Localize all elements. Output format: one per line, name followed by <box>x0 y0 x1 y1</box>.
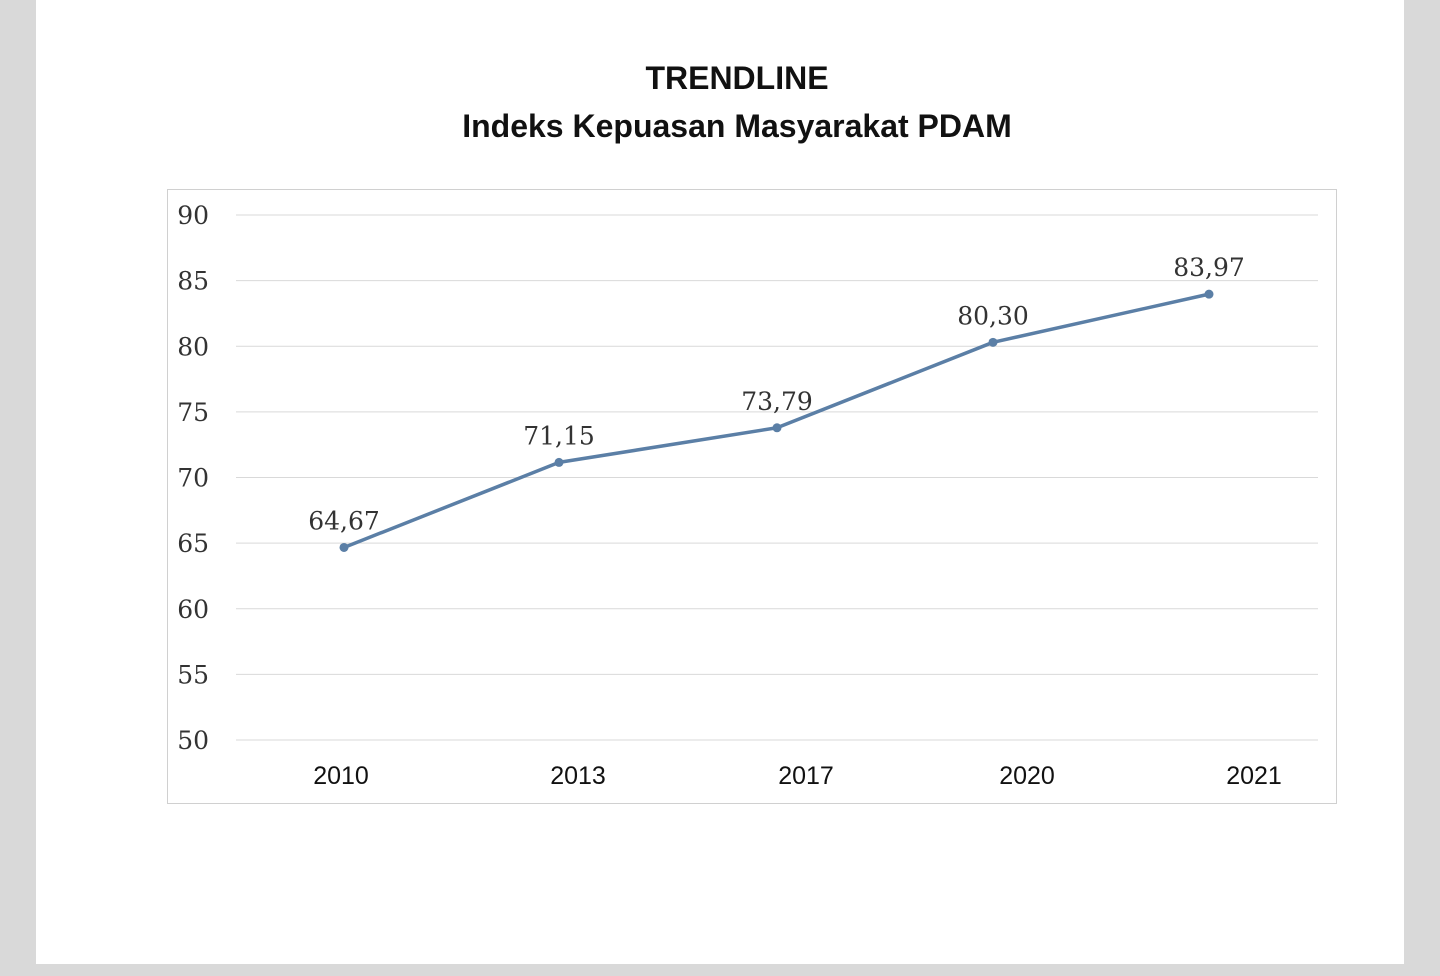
data-point <box>772 423 782 433</box>
x-tick-label: 2021 <box>1226 762 1282 790</box>
data-point <box>988 337 998 347</box>
data-label: 73,79 <box>741 387 813 416</box>
series-line <box>343 292 1210 550</box>
y-tick-label: 80 <box>177 332 209 361</box>
x-tick-label: 2017 <box>778 762 834 790</box>
data-label: 71,15 <box>523 421 595 450</box>
x-tick-label: 2010 <box>313 762 369 790</box>
data-labels: 64,67 71,15 73,79 80,30 83,97 <box>308 253 1245 535</box>
x-tick-label: 2013 <box>550 762 606 790</box>
y-tick-label: 65 <box>177 529 209 558</box>
data-label: 80,30 <box>957 301 1029 330</box>
data-point <box>554 457 564 467</box>
x-axis-ticks: 2010 2013 2017 2020 2021 <box>313 762 1282 790</box>
y-axis-ticks: 50 55 60 65 70 75 80 85 90 <box>177 201 209 755</box>
y-tick-label: 55 <box>177 660 209 689</box>
chart-subtitle: Indeks Kepuasan Masyarakat PDAM <box>462 108 1012 144</box>
data-points <box>339 289 1214 552</box>
x-tick-label: 2020 <box>999 762 1055 790</box>
gridlines <box>236 214 1318 741</box>
y-tick-label: 60 <box>177 595 209 624</box>
y-tick-label: 50 <box>177 726 209 755</box>
data-point <box>1204 289 1214 299</box>
data-point <box>339 542 349 552</box>
chart-frame <box>167 189 1337 804</box>
y-tick-label: 85 <box>177 267 209 296</box>
y-tick-label: 75 <box>177 398 209 427</box>
y-tick-label: 70 <box>177 464 209 493</box>
y-tick-label: 90 <box>177 201 209 230</box>
chart-title: TRENDLINE <box>645 60 829 96</box>
data-label: 64,67 <box>308 506 380 535</box>
data-label: 83,97 <box>1173 253 1245 282</box>
